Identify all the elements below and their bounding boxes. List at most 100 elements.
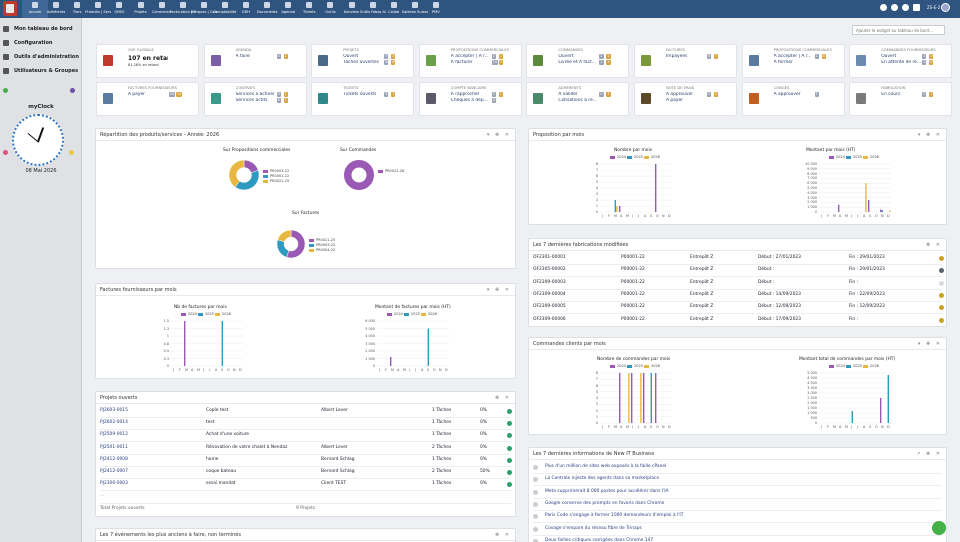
- summary-card[interactable]: Adhérents A valider Cotisations à re... 0 1: [526, 82, 630, 116]
- mo-ref[interactable]: OF2309-00006: [533, 316, 566, 322]
- summary-card[interactable]: Projets Ouvert Tâches ouvertes 9 3 8 8: [311, 44, 415, 78]
- app-logo[interactable]: [3, 1, 17, 16]
- menu-0[interactable]: Accueil: [22, 0, 48, 18]
- user-avatar[interactable]: [941, 3, 950, 12]
- card-row[interactable]: Ouvert: [558, 54, 574, 59]
- help-icon[interactable]: [891, 4, 898, 11]
- summary-card[interactable]: Congés A approuver 1: [741, 82, 845, 116]
- card-row[interactable]: Services actifs: [235, 98, 268, 103]
- menu-9[interactable]: Comptabilité: [212, 0, 238, 18]
- card-row[interactable]: Impayées: [666, 54, 688, 59]
- bar[interactable]: [880, 209, 882, 212]
- panel-tools-icon[interactable]: ▾ ✥ ✕: [917, 132, 942, 138]
- summary-card[interactable]: Compte bancaire A rapprocher Chèques à dép…: [418, 82, 522, 116]
- project-ref[interactable]: PJ2501-0011: [100, 444, 128, 450]
- summary-card[interactable]: Vue globale 107 en retard81,26% en retard: [96, 44, 199, 78]
- bar[interactable]: [838, 204, 840, 212]
- menu-12[interactable]: Agenda: [275, 0, 301, 18]
- card-row[interactable]: A payer: [128, 92, 145, 97]
- summary-card[interactable]: Fabrication En cours 5 1: [849, 82, 953, 116]
- news-link[interactable]: Paris Code s'engage à former 1000 demand…: [545, 513, 684, 519]
- clock-prev-icon[interactable]: [3, 150, 8, 155]
- panel-tools-icon[interactable]: ✥ ✕: [495, 395, 511, 401]
- bar[interactable]: [640, 373, 642, 423]
- bar[interactable]: [881, 210, 883, 212]
- mo-ref[interactable]: OF2309-00003: [533, 279, 566, 285]
- menu-19[interactable]: PMV: [423, 0, 449, 18]
- card-row[interactable]: 81,26% en retard: [128, 63, 159, 67]
- menu-8[interactable]: Banques | Caisses: [191, 0, 217, 18]
- panel-tools-icon[interactable]: ▾ ✥ ✕: [486, 287, 511, 293]
- summary-card[interactable]: Commandes fournisseurs Ouvert En attente d…: [849, 44, 953, 78]
- menu-10[interactable]: GRH: [233, 0, 259, 18]
- bar[interactable]: [614, 200, 616, 212]
- panel-tools-icon[interactable]: ▾ ✥ ✕: [917, 341, 942, 347]
- bar[interactable]: [390, 357, 392, 366]
- pie-slice[interactable]: [344, 160, 374, 190]
- summary-card[interactable]: Agenda A faire 5 1: [203, 44, 307, 78]
- menu-13[interactable]: Tickets: [296, 0, 322, 18]
- card-row[interactable]: Tâches ouvertes: [343, 60, 379, 65]
- bar[interactable]: [655, 373, 657, 423]
- user-initials[interactable]: ZS-E-2: [927, 5, 941, 10]
- news-link[interactable]: Covage s'empare du réseau fibre de Trina…: [545, 525, 642, 531]
- menu-15[interactable]: Kanview: [339, 0, 365, 18]
- add-widget-input[interactable]: [852, 25, 945, 35]
- menu-1[interactable]: Adhérents: [43, 0, 69, 18]
- card-row[interactable]: A payer: [666, 98, 683, 103]
- card-row[interactable]: A faire: [235, 54, 250, 59]
- card-row[interactable]: A accepter | A r...: [450, 54, 489, 59]
- card-row[interactable]: A accepter | A r...: [773, 54, 812, 59]
- menu-3[interactable]: Produits | Services: [85, 0, 111, 18]
- card-row[interactable]: A approuver: [666, 92, 693, 97]
- bar[interactable]: [851, 411, 853, 423]
- panel-tools-icon[interactable]: ▾ ✥ ✕: [486, 132, 511, 138]
- news-link[interactable]: Google conserve des prompts en favoris d…: [545, 500, 665, 506]
- summary-card[interactable]: Note de frais A approuver A payer 0 0: [634, 82, 737, 116]
- card-row[interactable]: Services à activer: [235, 92, 275, 97]
- sidebar-item-configuration[interactable]: Configuration: [0, 36, 81, 50]
- pie-slice[interactable]: [243, 159, 259, 173]
- bar[interactable]: [650, 373, 652, 423]
- pie-slice[interactable]: [277, 229, 292, 243]
- pie-slice[interactable]: [276, 239, 290, 258]
- summary-card[interactable]: Factures Impayées 6 7: [634, 44, 737, 78]
- bar[interactable]: [655, 164, 657, 212]
- project-ref[interactable]: PJ2603-0015: [100, 408, 128, 413]
- clock-next-icon[interactable]: [69, 150, 74, 155]
- bar[interactable]: [619, 206, 621, 212]
- summary-card[interactable]: Contrats Services à activer Services actif…: [203, 82, 307, 116]
- bar[interactable]: [619, 373, 621, 423]
- summary-card[interactable]: Factures fournisseurs A payer 25 15: [96, 82, 199, 116]
- card-row[interactable]: Ouvert: [881, 54, 897, 59]
- menu-16[interactable]: Outils Fabas Ai: [360, 0, 386, 18]
- bar[interactable]: [631, 373, 633, 423]
- sidebar-item-admin-tools[interactable]: Outils d'administration: [0, 50, 81, 64]
- sidebar-item-dashboard[interactable]: Mon tableau de bord: [0, 22, 81, 36]
- print-icon[interactable]: [913, 4, 920, 11]
- mo-ref[interactable]: OF2309-00004: [533, 291, 566, 297]
- card-row[interactable]: A approuver: [773, 92, 801, 97]
- menu-18[interactable]: Salaires Suisses: [402, 0, 428, 18]
- mo-ref[interactable]: OF2305-00002: [533, 267, 566, 273]
- summary-card[interactable]: Propositions commerciales A accepter | A …: [741, 44, 845, 78]
- menu-14[interactable]: Outils: [317, 0, 343, 18]
- menu-6[interactable]: Commerce: [149, 0, 175, 18]
- menu-17[interactable]: Collab: [381, 0, 407, 18]
- menu-5[interactable]: Projets: [128, 0, 154, 18]
- bar[interactable]: [889, 210, 891, 212]
- project-ref[interactable]: PJ2602-0014: [100, 420, 128, 426]
- mo-ref[interactable]: OF2301-00001: [533, 255, 566, 260]
- panel-tools-icon[interactable]: ✥ ✕: [495, 532, 511, 538]
- chat-bubble-icon[interactable]: [932, 521, 946, 535]
- card-row[interactable]: Cotisations à re...: [558, 98, 597, 103]
- bar[interactable]: [887, 375, 889, 423]
- panel-tools-icon[interactable]: ↗ ✥ ✕: [916, 451, 942, 457]
- card-row[interactable]: 107 en retard: [128, 55, 168, 62]
- news-link[interactable]: Plus d'un million de sites web exposés à…: [545, 464, 667, 469]
- bar[interactable]: [865, 183, 867, 212]
- menu-2[interactable]: Tiers: [64, 0, 90, 18]
- news-link[interactable]: Deux failles critiques corrigées dans Ch…: [545, 537, 654, 542]
- card-row[interactable]: Livrée et A fact...: [558, 60, 596, 65]
- card-row[interactable]: Tickets ouverts: [343, 92, 377, 97]
